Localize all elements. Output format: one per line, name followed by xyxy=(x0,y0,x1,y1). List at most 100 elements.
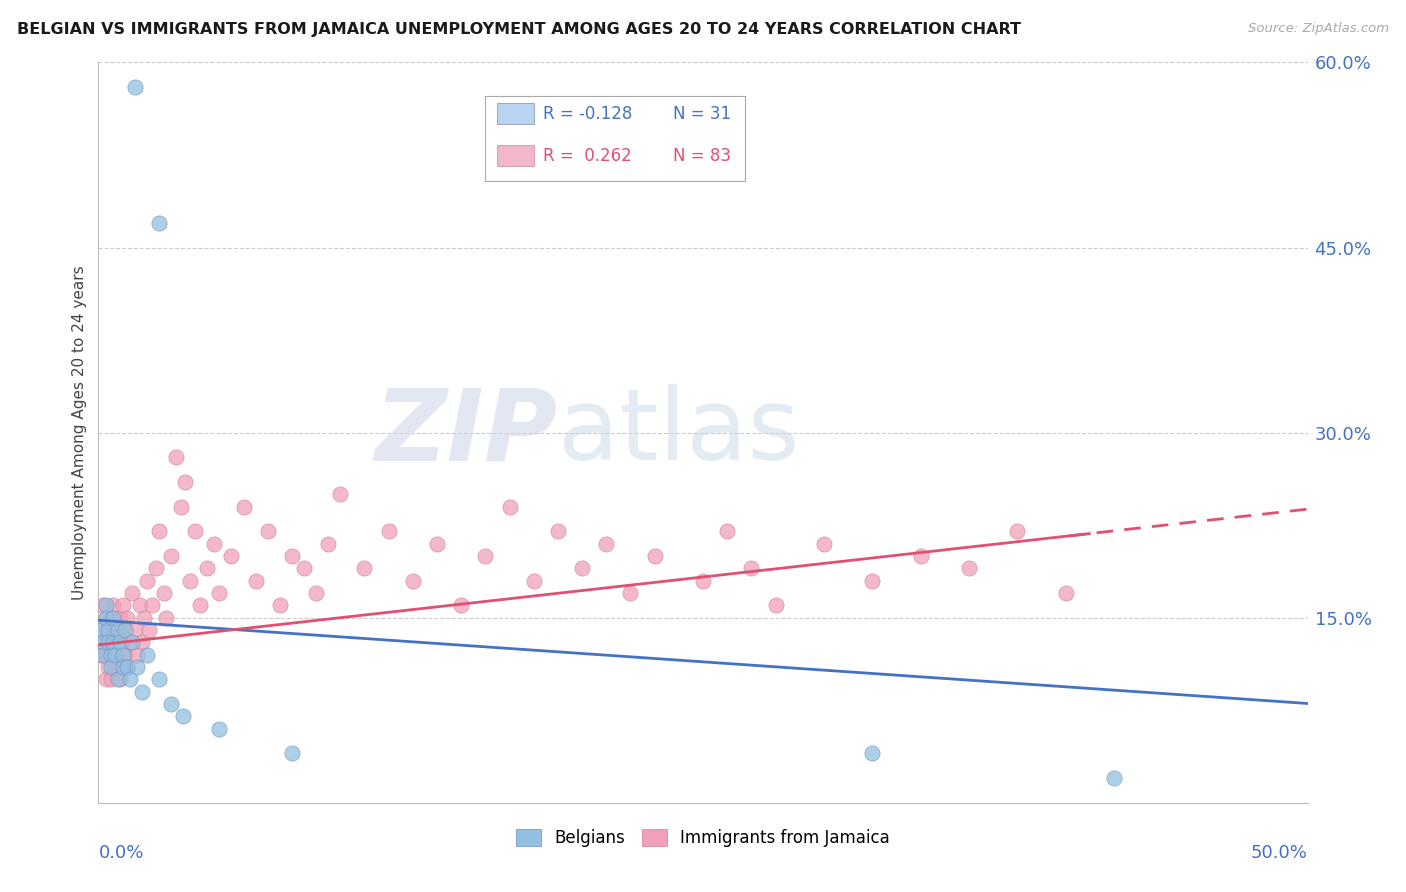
Point xyxy=(148,524,170,539)
Point xyxy=(269,599,291,613)
Point xyxy=(94,673,117,687)
Point xyxy=(97,623,120,637)
Text: N = 83: N = 83 xyxy=(672,146,731,165)
Point xyxy=(169,500,191,514)
Point xyxy=(188,599,211,613)
Point xyxy=(107,648,129,662)
Point xyxy=(152,586,174,600)
Point xyxy=(174,475,197,489)
Point xyxy=(813,536,835,550)
Point xyxy=(118,673,141,687)
Point xyxy=(104,648,127,662)
Text: 0.0%: 0.0% xyxy=(98,844,143,862)
Point xyxy=(124,623,146,637)
Point xyxy=(121,635,143,649)
Point xyxy=(97,635,120,649)
Point xyxy=(117,660,139,674)
FancyBboxPatch shape xyxy=(485,95,745,181)
Point xyxy=(101,599,124,613)
Point xyxy=(108,673,131,687)
Point xyxy=(91,648,114,662)
Point xyxy=(114,648,136,662)
Point xyxy=(94,599,117,613)
Point xyxy=(1007,524,1029,539)
Point xyxy=(160,697,183,711)
Point xyxy=(221,549,243,563)
Point xyxy=(1054,586,1077,600)
Text: BELGIAN VS IMMIGRANTS FROM JAMAICA UNEMPLOYMENT AMONG AGES 20 TO 24 YEARS CORREL: BELGIAN VS IMMIGRANTS FROM JAMAICA UNEMP… xyxy=(17,22,1021,37)
Point xyxy=(100,648,122,662)
Point xyxy=(104,660,127,674)
Point xyxy=(127,660,149,674)
Point xyxy=(232,500,254,514)
Point xyxy=(474,549,496,563)
Text: Source: ZipAtlas.com: Source: ZipAtlas.com xyxy=(1249,22,1389,36)
Point xyxy=(117,660,139,674)
Point xyxy=(145,561,167,575)
Point xyxy=(765,599,787,613)
FancyBboxPatch shape xyxy=(498,103,534,124)
Point xyxy=(128,599,150,613)
Point xyxy=(107,673,129,687)
Point xyxy=(114,623,136,637)
Point xyxy=(135,648,157,662)
Point xyxy=(108,635,131,649)
Point xyxy=(195,561,218,575)
Point xyxy=(148,673,170,687)
Point xyxy=(619,586,641,600)
Point xyxy=(91,635,114,649)
Point xyxy=(117,610,139,624)
Point xyxy=(124,80,146,95)
Point xyxy=(90,648,112,662)
Point xyxy=(377,524,399,539)
Text: 50.0%: 50.0% xyxy=(1251,844,1308,862)
Legend: Belgians, Immigrants from Jamaica: Belgians, Immigrants from Jamaica xyxy=(509,822,897,854)
Point xyxy=(256,524,278,539)
Point xyxy=(353,561,375,575)
Point xyxy=(316,536,339,550)
Point xyxy=(97,660,120,674)
Point xyxy=(111,648,134,662)
Point xyxy=(740,561,762,575)
Point xyxy=(292,561,315,575)
Point xyxy=(108,610,131,624)
Point xyxy=(245,574,267,588)
Point xyxy=(204,536,226,550)
Point xyxy=(94,610,117,624)
Point xyxy=(131,685,153,699)
Point xyxy=(111,635,134,649)
Point xyxy=(104,635,127,649)
Point xyxy=(135,574,157,588)
Point xyxy=(100,673,122,687)
Point xyxy=(1102,771,1125,785)
Point xyxy=(172,709,194,723)
Point xyxy=(523,574,546,588)
Point xyxy=(101,635,124,649)
Point xyxy=(101,610,124,624)
Point xyxy=(595,536,617,550)
Point xyxy=(91,635,114,649)
Point xyxy=(101,648,124,662)
Point xyxy=(94,610,117,624)
Point xyxy=(131,635,153,649)
Text: R = -0.128: R = -0.128 xyxy=(543,104,633,122)
Point xyxy=(107,623,129,637)
Point xyxy=(97,623,120,637)
FancyBboxPatch shape xyxy=(498,145,534,166)
Text: N = 31: N = 31 xyxy=(672,104,731,122)
Point xyxy=(94,648,117,662)
Point xyxy=(402,574,425,588)
Point xyxy=(90,623,112,637)
Point xyxy=(111,660,134,674)
Point xyxy=(692,574,714,588)
Point xyxy=(165,450,187,465)
Point xyxy=(281,747,304,761)
Point xyxy=(114,623,136,637)
Point xyxy=(111,599,134,613)
Text: R =  0.262: R = 0.262 xyxy=(543,146,633,165)
Point xyxy=(121,586,143,600)
Point xyxy=(107,623,129,637)
Point xyxy=(208,722,231,736)
Y-axis label: Unemployment Among Ages 20 to 24 years: Unemployment Among Ages 20 to 24 years xyxy=(72,265,87,600)
Point xyxy=(426,536,449,550)
